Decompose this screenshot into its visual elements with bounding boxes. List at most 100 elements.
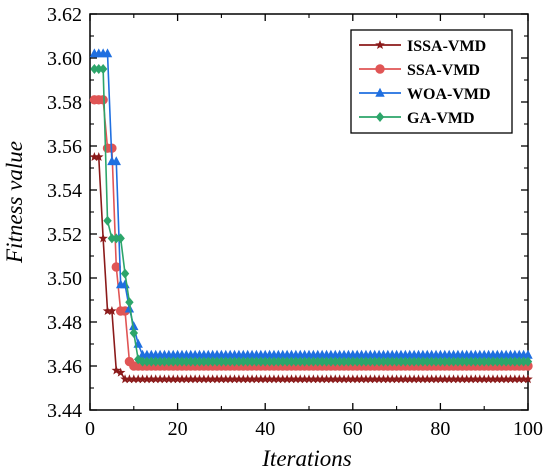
y-tick-label: 3.56	[47, 136, 82, 158]
data-point-ga-vmd	[195, 356, 204, 367]
data-point-issa-vmd	[461, 374, 472, 384]
data-point-issa-vmd	[435, 374, 446, 384]
data-point-ga-vmd	[125, 297, 134, 308]
series-group	[89, 48, 533, 384]
legend-label-issa-vmd: ISSA-VMD	[407, 38, 486, 55]
data-point-issa-vmd	[286, 374, 297, 384]
data-point-ga-vmd	[208, 356, 217, 367]
data-point-issa-vmd	[505, 374, 516, 384]
data-point-issa-vmd	[282, 374, 292, 384]
data-point-ga-vmd	[265, 356, 274, 367]
data-point-ga-vmd	[252, 356, 261, 367]
data-point-issa-vmd	[440, 374, 450, 384]
data-point-ga-vmd	[401, 356, 410, 367]
data-point-ga-vmd	[282, 356, 292, 367]
data-point-issa-vmd	[418, 374, 428, 384]
data-point-issa-vmd	[234, 374, 244, 384]
x-tick-label: 60	[343, 418, 363, 440]
data-point-ga-vmd	[217, 356, 226, 367]
data-point-issa-vmd	[374, 374, 384, 384]
data-point-issa-vmd	[361, 374, 371, 384]
data-point-issa-vmd	[150, 374, 161, 384]
data-point-issa-vmd	[172, 374, 183, 384]
data-point-issa-vmd	[225, 374, 235, 384]
data-point-ga-vmd	[313, 356, 322, 367]
data-point-issa-vmd	[518, 374, 529, 384]
legend-marker-woa-vmd	[375, 87, 385, 97]
data-point-issa-vmd	[396, 374, 406, 384]
data-point-ga-vmd	[409, 356, 419, 367]
data-point-issa-vmd	[510, 374, 520, 384]
legend-label-ssa-vmd: SSA-VMD	[407, 62, 480, 79]
data-point-issa-vmd	[409, 374, 419, 384]
data-point-ga-vmd	[427, 356, 436, 367]
data-point-ga-vmd	[204, 356, 213, 367]
data-point-issa-vmd	[216, 374, 227, 384]
data-point-ga-vmd	[379, 356, 388, 367]
data-point-issa-vmd	[321, 374, 332, 384]
data-point-ga-vmd	[440, 356, 449, 367]
data-point-ga-vmd	[291, 356, 301, 367]
data-point-issa-vmd	[115, 367, 126, 377]
data-point-ga-vmd	[352, 356, 362, 367]
data-point-ga-vmd	[488, 356, 498, 367]
data-point-ga-vmd	[103, 215, 112, 226]
data-point-ga-vmd	[497, 356, 506, 367]
data-point-issa-vmd	[470, 374, 481, 384]
data-point-issa-vmd	[264, 374, 275, 384]
data-point-ga-vmd	[418, 356, 428, 367]
y-tick-label: 3.50	[47, 268, 82, 290]
data-point-ga-vmd	[506, 356, 515, 367]
axes: 0 20 40 60 80 100 3.44 3.46 3.48 3.50 3.52 3.54 3.56…	[47, 4, 543, 440]
data-point-woa-vmd	[523, 349, 533, 359]
data-point-ga-vmd	[269, 356, 279, 367]
data-point-issa-vmd	[339, 374, 349, 384]
data-point-issa-vmd	[317, 374, 327, 384]
data-point-ga-vmd	[256, 356, 266, 367]
x-tick-label: 80	[430, 418, 450, 440]
data-point-ga-vmd	[164, 356, 174, 367]
data-point-ga-vmd	[475, 356, 485, 367]
data-point-issa-vmd	[352, 374, 362, 384]
x-tick-label: 100	[513, 418, 543, 440]
data-point-issa-vmd	[207, 374, 218, 384]
data-point-woa-vmd	[124, 303, 135, 313]
data-point-issa-vmd	[479, 374, 489, 384]
data-point-issa-vmd	[102, 306, 113, 316]
data-point-ga-vmd	[300, 356, 309, 367]
data-point-ga-vmd	[396, 356, 406, 367]
data-point-ga-vmd	[278, 356, 287, 367]
data-point-ga-vmd	[458, 356, 467, 367]
data-point-issa-vmd	[291, 374, 301, 384]
data-point-issa-vmd	[177, 374, 187, 384]
data-point-ga-vmd	[151, 356, 160, 367]
data-point-ga-vmd	[370, 356, 379, 367]
data-point-issa-vmd	[142, 374, 152, 384]
data-point-issa-vmd	[387, 374, 397, 384]
data-point-issa-vmd	[269, 374, 279, 384]
data-point-issa-vmd	[238, 374, 249, 384]
data-point-issa-vmd	[120, 374, 130, 384]
data-point-issa-vmd	[107, 306, 117, 316]
data-point-ga-vmd	[449, 356, 458, 367]
data-point-ga-vmd	[405, 356, 414, 367]
y-tick-label: 3.44	[47, 400, 82, 422]
data-point-ssa-vmd	[98, 95, 108, 105]
data-point-issa-vmd	[260, 374, 270, 384]
data-point-ga-vmd	[344, 356, 353, 367]
data-point-ga-vmd	[155, 356, 165, 367]
data-point-issa-vmd	[466, 374, 476, 384]
data-point-issa-vmd	[501, 374, 511, 384]
data-point-ga-vmd	[453, 356, 463, 367]
data-point-issa-vmd	[229, 374, 240, 384]
data-point-issa-vmd	[304, 374, 314, 384]
data-point-issa-vmd	[488, 374, 498, 384]
data-point-ga-vmd	[304, 356, 314, 367]
data-point-ga-vmd	[309, 356, 318, 367]
data-point-issa-vmd	[313, 374, 323, 384]
data-point-issa-vmd	[383, 374, 393, 384]
x-tick-label: 0	[85, 418, 95, 440]
series-issa-vmd	[89, 152, 533, 384]
data-point-issa-vmd	[334, 374, 345, 384]
y-axis-title: Fitness value	[2, 141, 27, 264]
